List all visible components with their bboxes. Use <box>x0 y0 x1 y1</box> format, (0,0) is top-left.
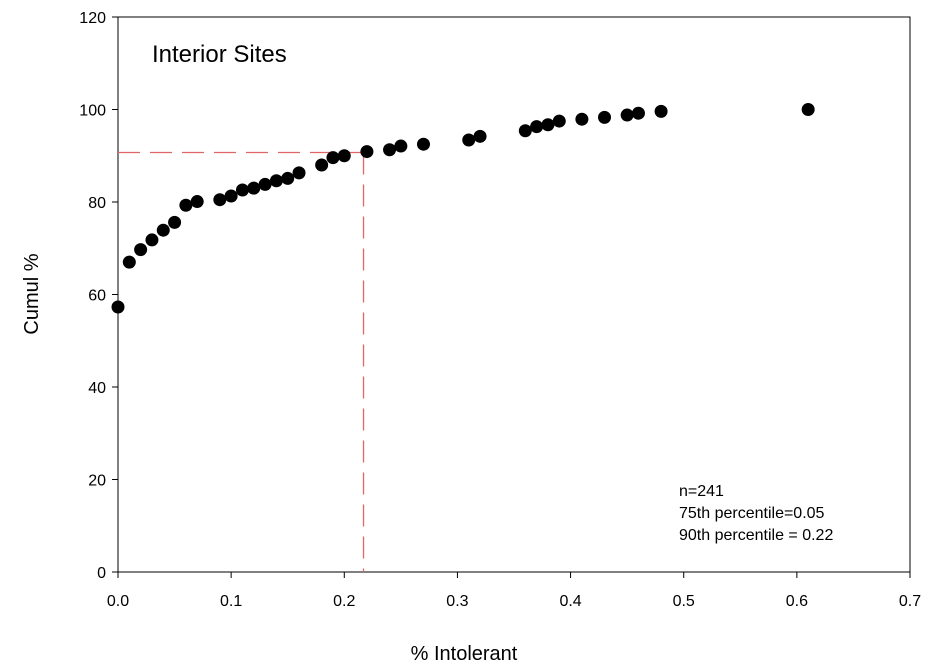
data-point <box>156 223 170 237</box>
x-tick-label: 0.0 <box>107 593 129 610</box>
data-point <box>111 300 125 314</box>
data-point <box>541 118 555 132</box>
data-point <box>224 189 238 203</box>
y-tick-label: 20 <box>88 473 106 490</box>
data-point <box>552 114 566 128</box>
annotation-90th-percentile: 90th percentile = 0.22 <box>679 527 833 544</box>
data-point <box>620 108 634 122</box>
data-point <box>598 110 612 124</box>
y-tick-label: 100 <box>79 103 106 120</box>
data-point <box>315 158 329 172</box>
data-point <box>258 177 272 191</box>
data-point <box>247 181 261 195</box>
data-point <box>326 151 340 165</box>
y-tick-label: 60 <box>88 288 106 305</box>
data-point <box>145 233 159 247</box>
data-point <box>518 124 532 138</box>
data-point <box>168 215 182 229</box>
data-point <box>631 106 645 120</box>
y-tick-label: 0 <box>97 565 106 582</box>
chart-title: Interior Sites <box>152 41 287 68</box>
y-axis-label: Cumul % <box>21 253 43 334</box>
data-point <box>292 166 306 180</box>
annotation-75th-percentile: 75th percentile=0.05 <box>679 505 825 522</box>
data-point <box>416 137 430 151</box>
data-point <box>213 193 227 207</box>
data-point <box>134 243 148 257</box>
y-tick-label: 120 <box>79 10 106 27</box>
data-point <box>462 133 476 147</box>
data-point <box>654 104 668 118</box>
data-point <box>473 129 487 143</box>
data-point <box>122 255 136 269</box>
data-point <box>360 145 374 159</box>
x-tick-label: 0.3 <box>446 593 468 610</box>
y-axis-ticks: 0 20 40 60 80 100 120 <box>79 10 118 582</box>
annotation-n: n=241 <box>679 483 724 500</box>
data-point <box>383 143 397 157</box>
x-tick-label: 0.2 <box>333 593 355 610</box>
x-tick-label: 0.6 <box>786 593 808 610</box>
y-tick-label: 40 <box>88 380 106 397</box>
reference-lines <box>118 151 365 572</box>
data-point <box>575 112 589 126</box>
x-tick-label: 0.4 <box>559 593 581 610</box>
data-point <box>179 198 193 212</box>
x-tick-label: 0.7 <box>899 593 921 610</box>
x-tick-label: 0.5 <box>673 593 695 610</box>
y-tick-label: 80 <box>88 195 106 212</box>
data-point <box>235 183 249 197</box>
data-point <box>530 120 544 134</box>
data-point <box>801 103 815 116</box>
data-point <box>281 171 295 185</box>
data-point <box>190 195 204 209</box>
data-points <box>111 103 815 314</box>
data-point <box>394 139 408 153</box>
x-tick-label: 0.1 <box>220 593 242 610</box>
x-axis-label: % Intolerant <box>411 643 518 665</box>
x-axis-ticks: 0.0 0.1 0.2 0.3 0.4 0.5 0.6 0.7 <box>107 572 921 610</box>
data-point <box>269 174 283 188</box>
plot-frame <box>117 16 911 573</box>
data-point <box>337 149 351 163</box>
